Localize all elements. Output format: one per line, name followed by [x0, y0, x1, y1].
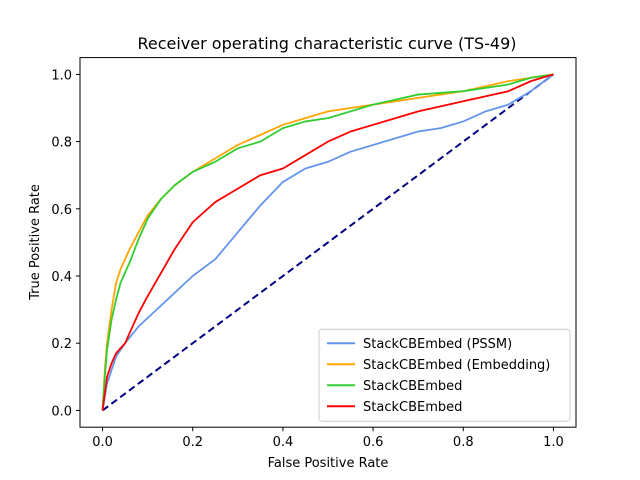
legend-label-2: StackCBEmbed (Embedding) [363, 358, 550, 373]
plot-area [101, 73, 555, 412]
x-axis-label: False Positive Rate [268, 456, 389, 471]
x-tick-label: 0.6 [363, 435, 384, 450]
y-tick-label: 0.0 [51, 404, 72, 419]
y-tick-label: 0.4 [51, 270, 72, 285]
legend-label-1: StackCBEmbed (PSSM) [363, 337, 512, 352]
y-tick-label: 0.6 [51, 203, 72, 218]
chance-diagonal-line [101, 73, 555, 412]
series-line-2 [101, 73, 554, 411]
chart-title: Receiver operating characteristic curve … [137, 34, 516, 53]
x-tick-label: 0.0 [92, 435, 113, 450]
y-tick-label: 1.0 [51, 68, 72, 83]
legend-box [318, 328, 571, 422]
y-tick-label: 0.8 [51, 136, 72, 151]
y-tick-label: 0.2 [51, 337, 72, 352]
x-tick-label: 0.2 [182, 435, 203, 450]
legend-label-3: StackCBEmbed [363, 379, 462, 394]
x-tick-label: 0.8 [453, 435, 474, 450]
x-tick-label: 0.4 [273, 435, 294, 450]
legend-label-4: StackCBEmbed [363, 400, 462, 415]
legend: StackCBEmbed (PSSM) StackCBEmbed (Embeddi… [318, 328, 571, 422]
plot-frame [79, 57, 577, 428]
x-tick-label: 1.0 [543, 435, 564, 450]
series-line-4 [101, 73, 554, 411]
y-axis-label: True Positive Rate [28, 184, 43, 301]
x-axis: 0.0 0.2 0.4 0.6 0.8 1.0 [92, 427, 564, 450]
y-axis: 0.0 0.2 0.4 0.6 0.8 1.0 [51, 68, 80, 419]
series-line-3 [101, 73, 554, 411]
